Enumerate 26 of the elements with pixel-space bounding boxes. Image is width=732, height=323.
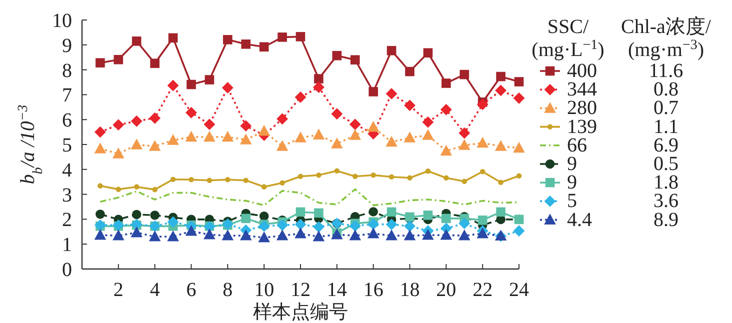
- y-tick-label: 0: [62, 259, 72, 281]
- x-tick-label: 12: [290, 279, 310, 301]
- x-tick-label: 16: [363, 279, 384, 301]
- x-tick-label: 6: [186, 279, 196, 301]
- y-tick-label: 9: [62, 34, 72, 57]
- legend-title: SSC/(mg·L$^{−1}$): [532, 16, 604, 61]
- y-tick-label: 7: [62, 84, 72, 107]
- y-tick-label: 3: [62, 184, 72, 206]
- x-tick-label: 10: [254, 279, 274, 301]
- y-tick-label: 10: [52, 10, 72, 32]
- y-tick-label: 4: [62, 159, 72, 182]
- text: Chl-a浓度/(mg·m$^{−3}$): [621, 16, 712, 61]
- x-axis-title: 样本点编号: [253, 301, 348, 323]
- y-tick-label: 5: [62, 134, 72, 156]
- x-tick-label: 4: [150, 279, 160, 301]
- y-tick-label: 6: [62, 110, 72, 132]
- y-tick-label: 2: [62, 209, 72, 232]
- x-tick-label: 2: [113, 279, 124, 301]
- x-tick-label: 20: [436, 279, 456, 301]
- y-tick-label: 8: [62, 60, 72, 82]
- x-tick-label: 22: [472, 279, 493, 301]
- y-tick-label: 1: [62, 234, 72, 256]
- x-tick-label: 24: [509, 279, 529, 301]
- x-tick-label: 18: [400, 279, 420, 301]
- x-tick-label: 8: [222, 279, 233, 301]
- x-tick-label: 14: [326, 279, 347, 301]
